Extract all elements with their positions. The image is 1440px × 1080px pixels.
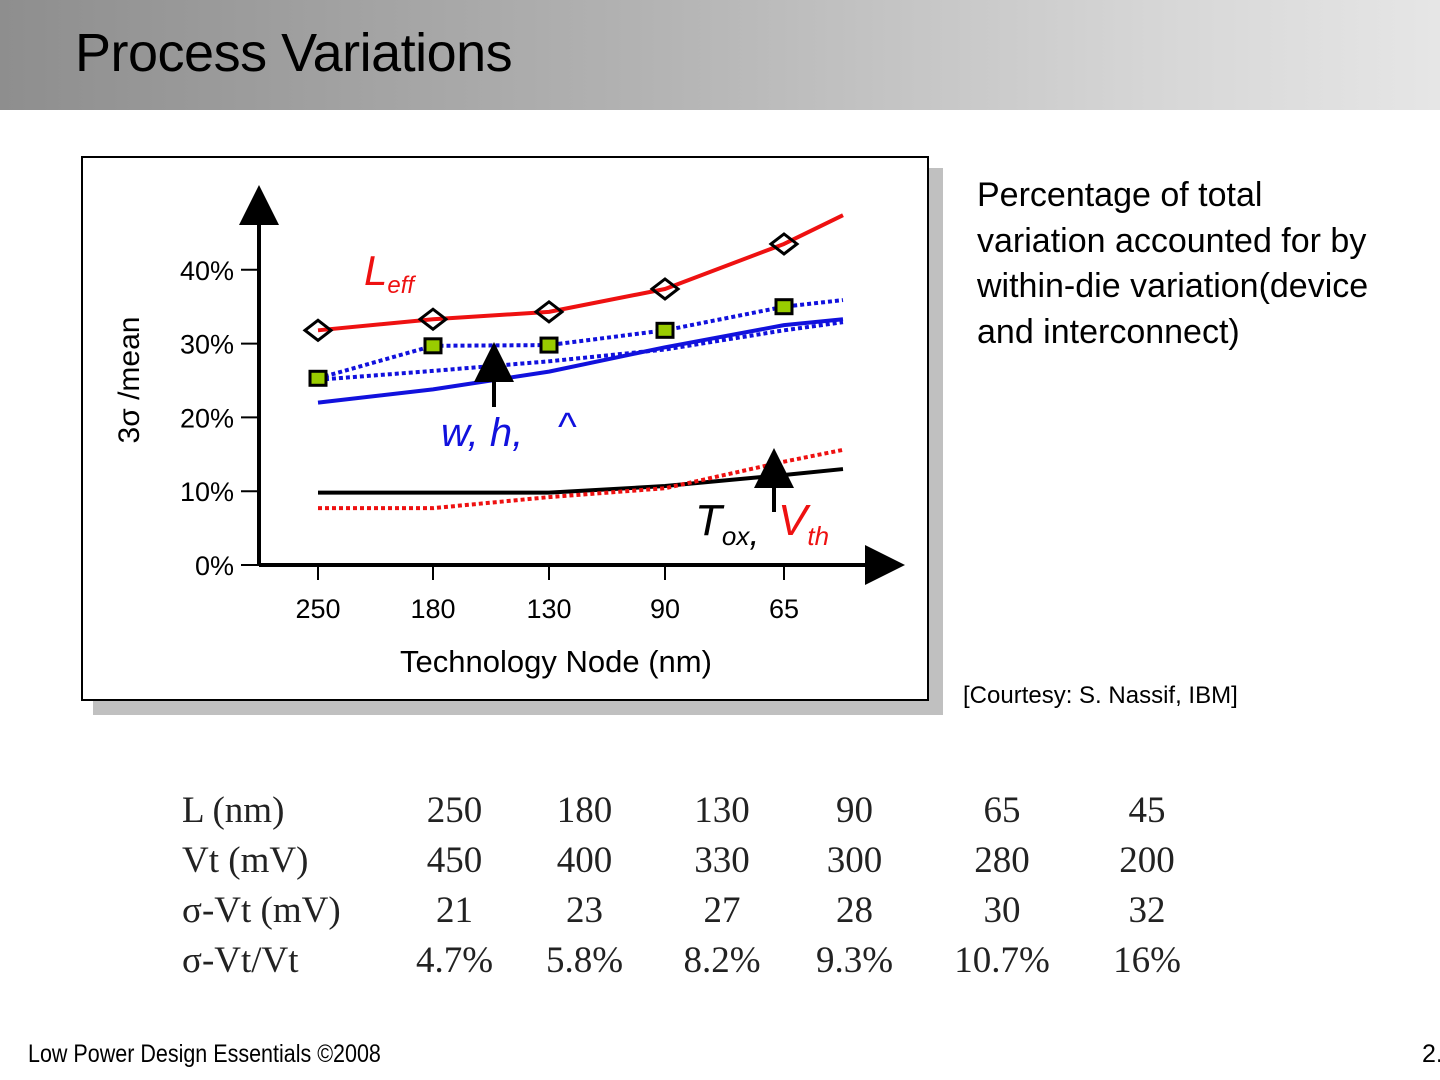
table-cell: 90 [836, 789, 873, 831]
table-cell: 400 [556, 839, 613, 881]
y-tick-label: 0% [195, 551, 234, 581]
table-row: σ-Vt/Vt 4.7% 5.8% 8.2% 9.3% 10.7% 16% [182, 935, 1207, 985]
table-cell: 4.7% [415, 939, 494, 981]
table-cell: 23 [566, 889, 603, 931]
x-tick-label: 65 [769, 594, 799, 624]
chart-description: Percentage of total variation accounted … [977, 176, 1369, 351]
chart-series [317, 213, 844, 511]
slide-header: Process Variations [0, 0, 1440, 110]
y-tick-label: 30% [180, 330, 234, 360]
series-line-1 [317, 298, 844, 381]
series-line-3 [317, 317, 844, 405]
table-row: Vt (mV) 450 400 330 300 280 200 [182, 835, 1207, 885]
interconnect-annotation: w, h, [441, 411, 523, 455]
diamond-marker [302, 318, 334, 343]
row-label: Vt (mV) [182, 839, 309, 881]
courtesy-note: [Courtesy: S. Nassif, IBM] [963, 682, 1238, 709]
table-cell: 250 [426, 789, 483, 831]
series-line-2 [317, 320, 844, 382]
leff-annotation: Leff [364, 247, 416, 299]
y-axis-label: 3σ /mean [113, 317, 146, 444]
table-cell: 200 [1119, 839, 1175, 881]
square-marker [774, 298, 794, 316]
slide-title: Process Variations [75, 23, 513, 83]
table-cell: 28 [836, 889, 873, 931]
vt-scaling-table: L (nm) 250 180 130 90 65 45 Vt (mV) 450 400 330 300… [182, 785, 1207, 985]
series-line-4 [318, 467, 844, 495]
table-cell: 65 [983, 789, 1021, 831]
x-tick-label: 250 [295, 594, 340, 624]
page-number: 2. [1422, 1040, 1440, 1068]
table-cell: 8.2% [683, 939, 761, 981]
table-cell: 10.7% [954, 939, 1050, 981]
y-tick-label: 40% [180, 256, 234, 286]
rho-symbol: ^ [558, 405, 577, 449]
series-line-5 [318, 447, 844, 511]
x-tick-label: 180 [410, 594, 455, 624]
table-cell: 45 [1128, 789, 1166, 831]
table-cell: 130 [694, 789, 750, 831]
table-cell: 30 [983, 889, 1021, 931]
row-label: σ-Vt (mV) [182, 889, 341, 931]
x-tick-label: 90 [650, 594, 680, 624]
vth-annotation: Vth [778, 496, 829, 551]
y-tick-label: 10% [180, 477, 234, 507]
table-cell: 450 [426, 839, 483, 881]
table-cell: 9.3% [815, 939, 894, 981]
y-tick-label: 20% [180, 403, 234, 433]
diamond-marker [417, 307, 449, 332]
square-marker [655, 321, 675, 339]
table-cell: 21 [436, 889, 473, 931]
table-row: σ-Vt (mV) 21 23 27 28 30 32 [182, 885, 1207, 935]
table-cell: 180 [556, 789, 613, 831]
x-axis-label: Technology Node (nm) [400, 644, 712, 679]
table-cell: 27 [703, 889, 741, 931]
footer-text: Low Power Design Essentials ©2008 [28, 1040, 381, 1068]
tox-annotation: Tox, [695, 496, 759, 553]
table-cell: 16% [1113, 939, 1181, 981]
table-row: L (nm) 250 180 130 90 65 45 [182, 785, 1207, 835]
table-cell: 300 [826, 839, 883, 881]
square-marker [539, 336, 559, 354]
diamond-marker [533, 299, 565, 324]
square-marker [423, 337, 443, 355]
table-cell: 330 [694, 839, 750, 881]
table-cell: 32 [1128, 889, 1166, 931]
row-label: L (nm) [182, 789, 285, 831]
series-line-0 [317, 213, 844, 333]
chart-axes: 0% 10% 20% 30% 40% 250 180 130 90 65 [180, 185, 905, 624]
chart-frame [81, 156, 929, 701]
row-label: σ-Vt/Vt [182, 939, 299, 981]
chart-markers [302, 232, 800, 387]
diamond-marker [768, 232, 800, 256]
diamond-marker [649, 277, 681, 301]
x-tick-label: 130 [526, 594, 571, 624]
table-cell: 5.8% [545, 939, 624, 981]
table-cell: 280 [974, 839, 1030, 881]
square-marker [308, 369, 328, 387]
